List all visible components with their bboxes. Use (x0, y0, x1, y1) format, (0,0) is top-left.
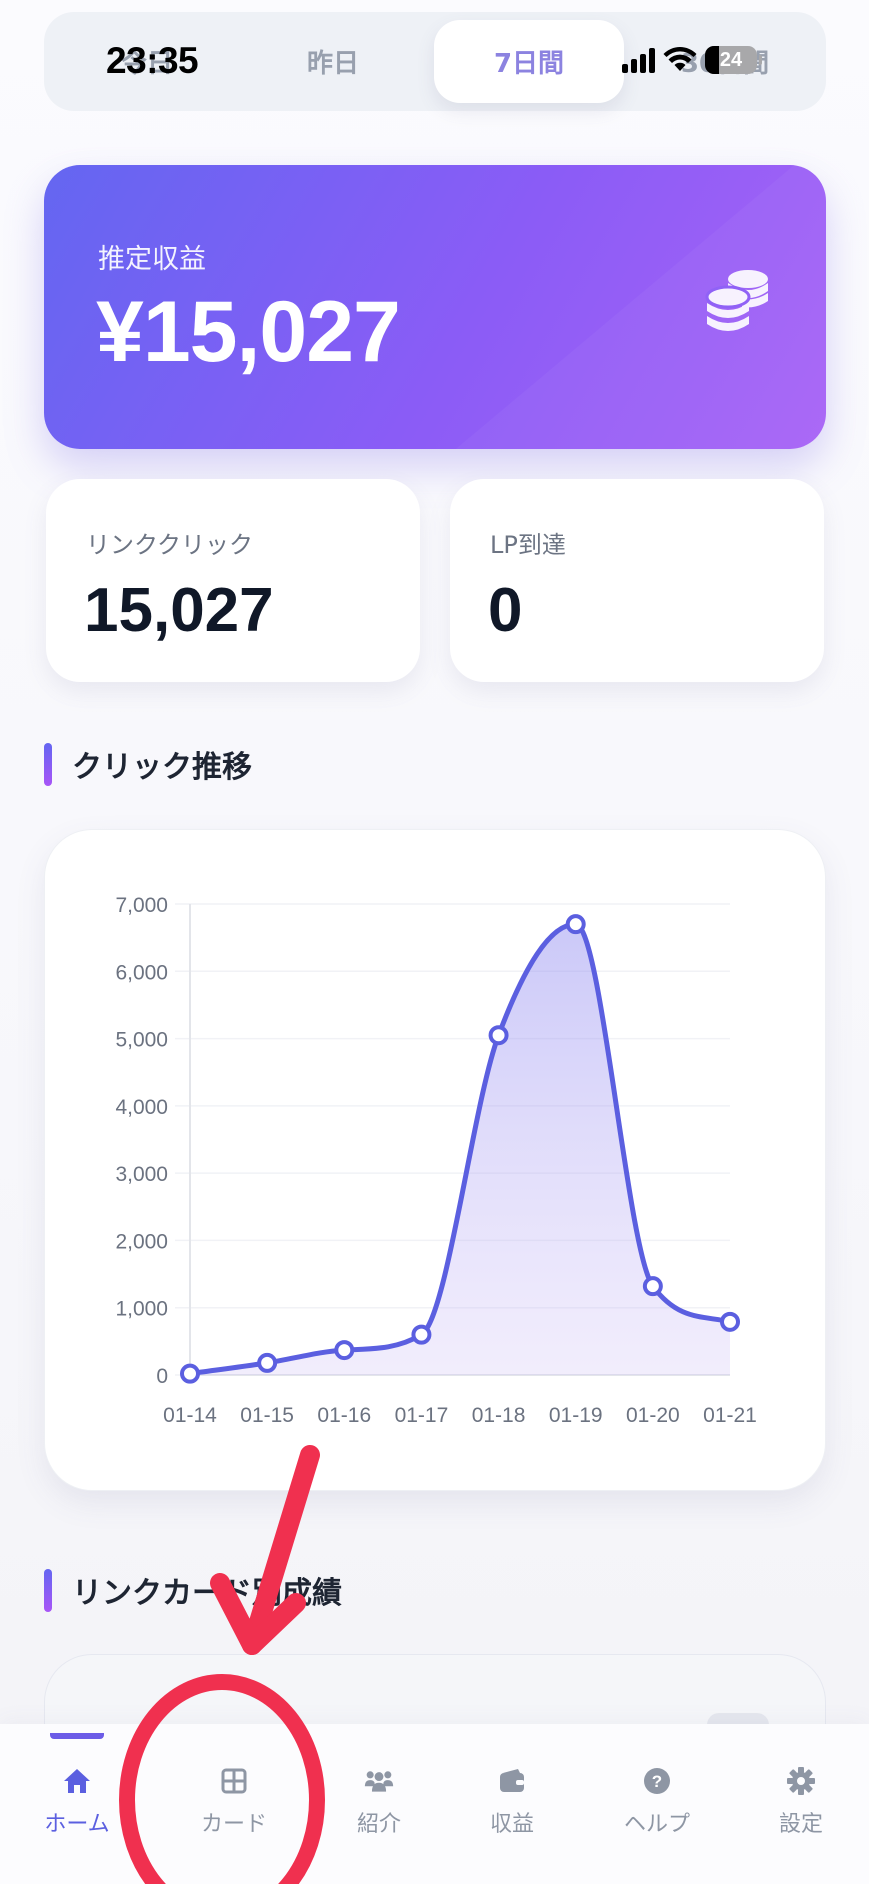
x-tick-label: 01-17 (395, 1404, 449, 1427)
nav-label: ヘルプ (623, 1812, 690, 1837)
tab-7days[interactable]: 7日間 (434, 20, 624, 103)
y-tick-label: 4,000 (115, 1096, 168, 1119)
click-trend-chart-card: 0 1,000 2,000 3,000 4,000 5,000 6,000 7,000 01-1… (44, 829, 826, 1491)
nav-card[interactable]: カード (164, 1724, 304, 1884)
y-tick-label: 2,000 (115, 1230, 168, 1253)
grid-icon (219, 1766, 249, 1796)
period-tab-bar: 今日 昨日 7日間 30日間 (44, 12, 826, 111)
lp-reached-value: 0 (488, 576, 523, 645)
nav-help[interactable]: ? ヘルプ (587, 1724, 727, 1884)
area-fill (190, 924, 730, 1375)
nav-label: ホーム (44, 1812, 110, 1837)
x-tick-label: 01-16 (317, 1404, 371, 1427)
section-accent-bar (44, 1568, 52, 1612)
nav-label: カード (200, 1812, 267, 1837)
estimated-revenue-card[interactable]: 推定収益 ¥15,027 (44, 165, 826, 449)
active-indicator (50, 1733, 104, 1739)
nav-label: 設定 (778, 1812, 823, 1837)
revenue-label: 推定収益 (98, 244, 206, 275)
click-trend-header: クリック推移 (44, 742, 252, 786)
y-tick-label: 7,000 (115, 894, 168, 917)
x-tick-label: 01-15 (240, 1404, 294, 1427)
x-tick-label: 01-20 (626, 1404, 680, 1427)
y-tick-label: 5,000 (115, 1029, 168, 1052)
tab-yesterday[interactable]: 昨日 (306, 49, 359, 79)
gear-icon (786, 1766, 816, 1796)
section-title: クリック推移 (72, 750, 252, 785)
tab-today[interactable]: 今日 (120, 49, 173, 79)
data-point[interactable] (411, 1324, 432, 1345)
x-tick-label: 01-14 (163, 1404, 217, 1427)
nav-label: 紹介 (356, 1812, 401, 1837)
nav-referral[interactable]: 紹介 (309, 1724, 449, 1884)
help-icon: ? (642, 1766, 672, 1796)
data-point[interactable] (720, 1311, 740, 1332)
nav-home[interactable]: ホーム (7, 1724, 147, 1884)
click-line (187, 921, 733, 1377)
x-tick-label: 01-18 (472, 1404, 526, 1427)
link-click-value: 15,027 (84, 576, 274, 645)
x-tick-label: 01-19 (549, 1404, 603, 1427)
section-accent-bar (44, 742, 52, 786)
data-point[interactable] (565, 914, 586, 935)
revenue-value: ¥15,027 (96, 284, 401, 380)
section-title: リンクカード別成績 (72, 1576, 342, 1611)
link-click-label: リンククリック (86, 531, 254, 559)
wallet-icon (497, 1766, 527, 1796)
svg-text:?: ? (652, 1772, 662, 1791)
users-icon (364, 1766, 394, 1796)
link-click-card[interactable]: リンククリック 15,027 (46, 479, 420, 682)
lp-reached-card[interactable]: LP到達 0 (450, 479, 824, 682)
data-point[interactable] (180, 1363, 200, 1384)
y-tick-label: 3,000 (115, 1163, 168, 1186)
data-point[interactable] (257, 1352, 278, 1373)
y-tick-label: 6,000 (115, 961, 168, 984)
nav-settings[interactable]: 設定 (731, 1724, 869, 1884)
y-tick-label: 1,000 (115, 1298, 168, 1321)
bottom-navigation: ホーム カード 紹介 収益 ? ヘルプ (0, 1724, 869, 1884)
link-card-results-header: リンクカード別成績 (44, 1568, 342, 1612)
data-point[interactable] (334, 1340, 355, 1361)
nav-revenue[interactable]: 収益 (442, 1724, 582, 1884)
lp-reached-label: LP到達 (490, 531, 566, 559)
nav-label: 収益 (489, 1812, 534, 1837)
y-tick-label: 0 (156, 1365, 168, 1388)
coins-icon (705, 270, 768, 331)
home-icon (62, 1766, 92, 1796)
data-point[interactable] (642, 1276, 663, 1297)
click-trend-chart[interactable]: 0 1,000 2,000 3,000 4,000 5,000 6,000 7,000 01-1… (45, 830, 827, 1492)
data-point[interactable] (488, 1025, 509, 1046)
tab-30days[interactable]: 30日間 (680, 49, 770, 79)
x-tick-label: 01-21 (703, 1404, 757, 1427)
